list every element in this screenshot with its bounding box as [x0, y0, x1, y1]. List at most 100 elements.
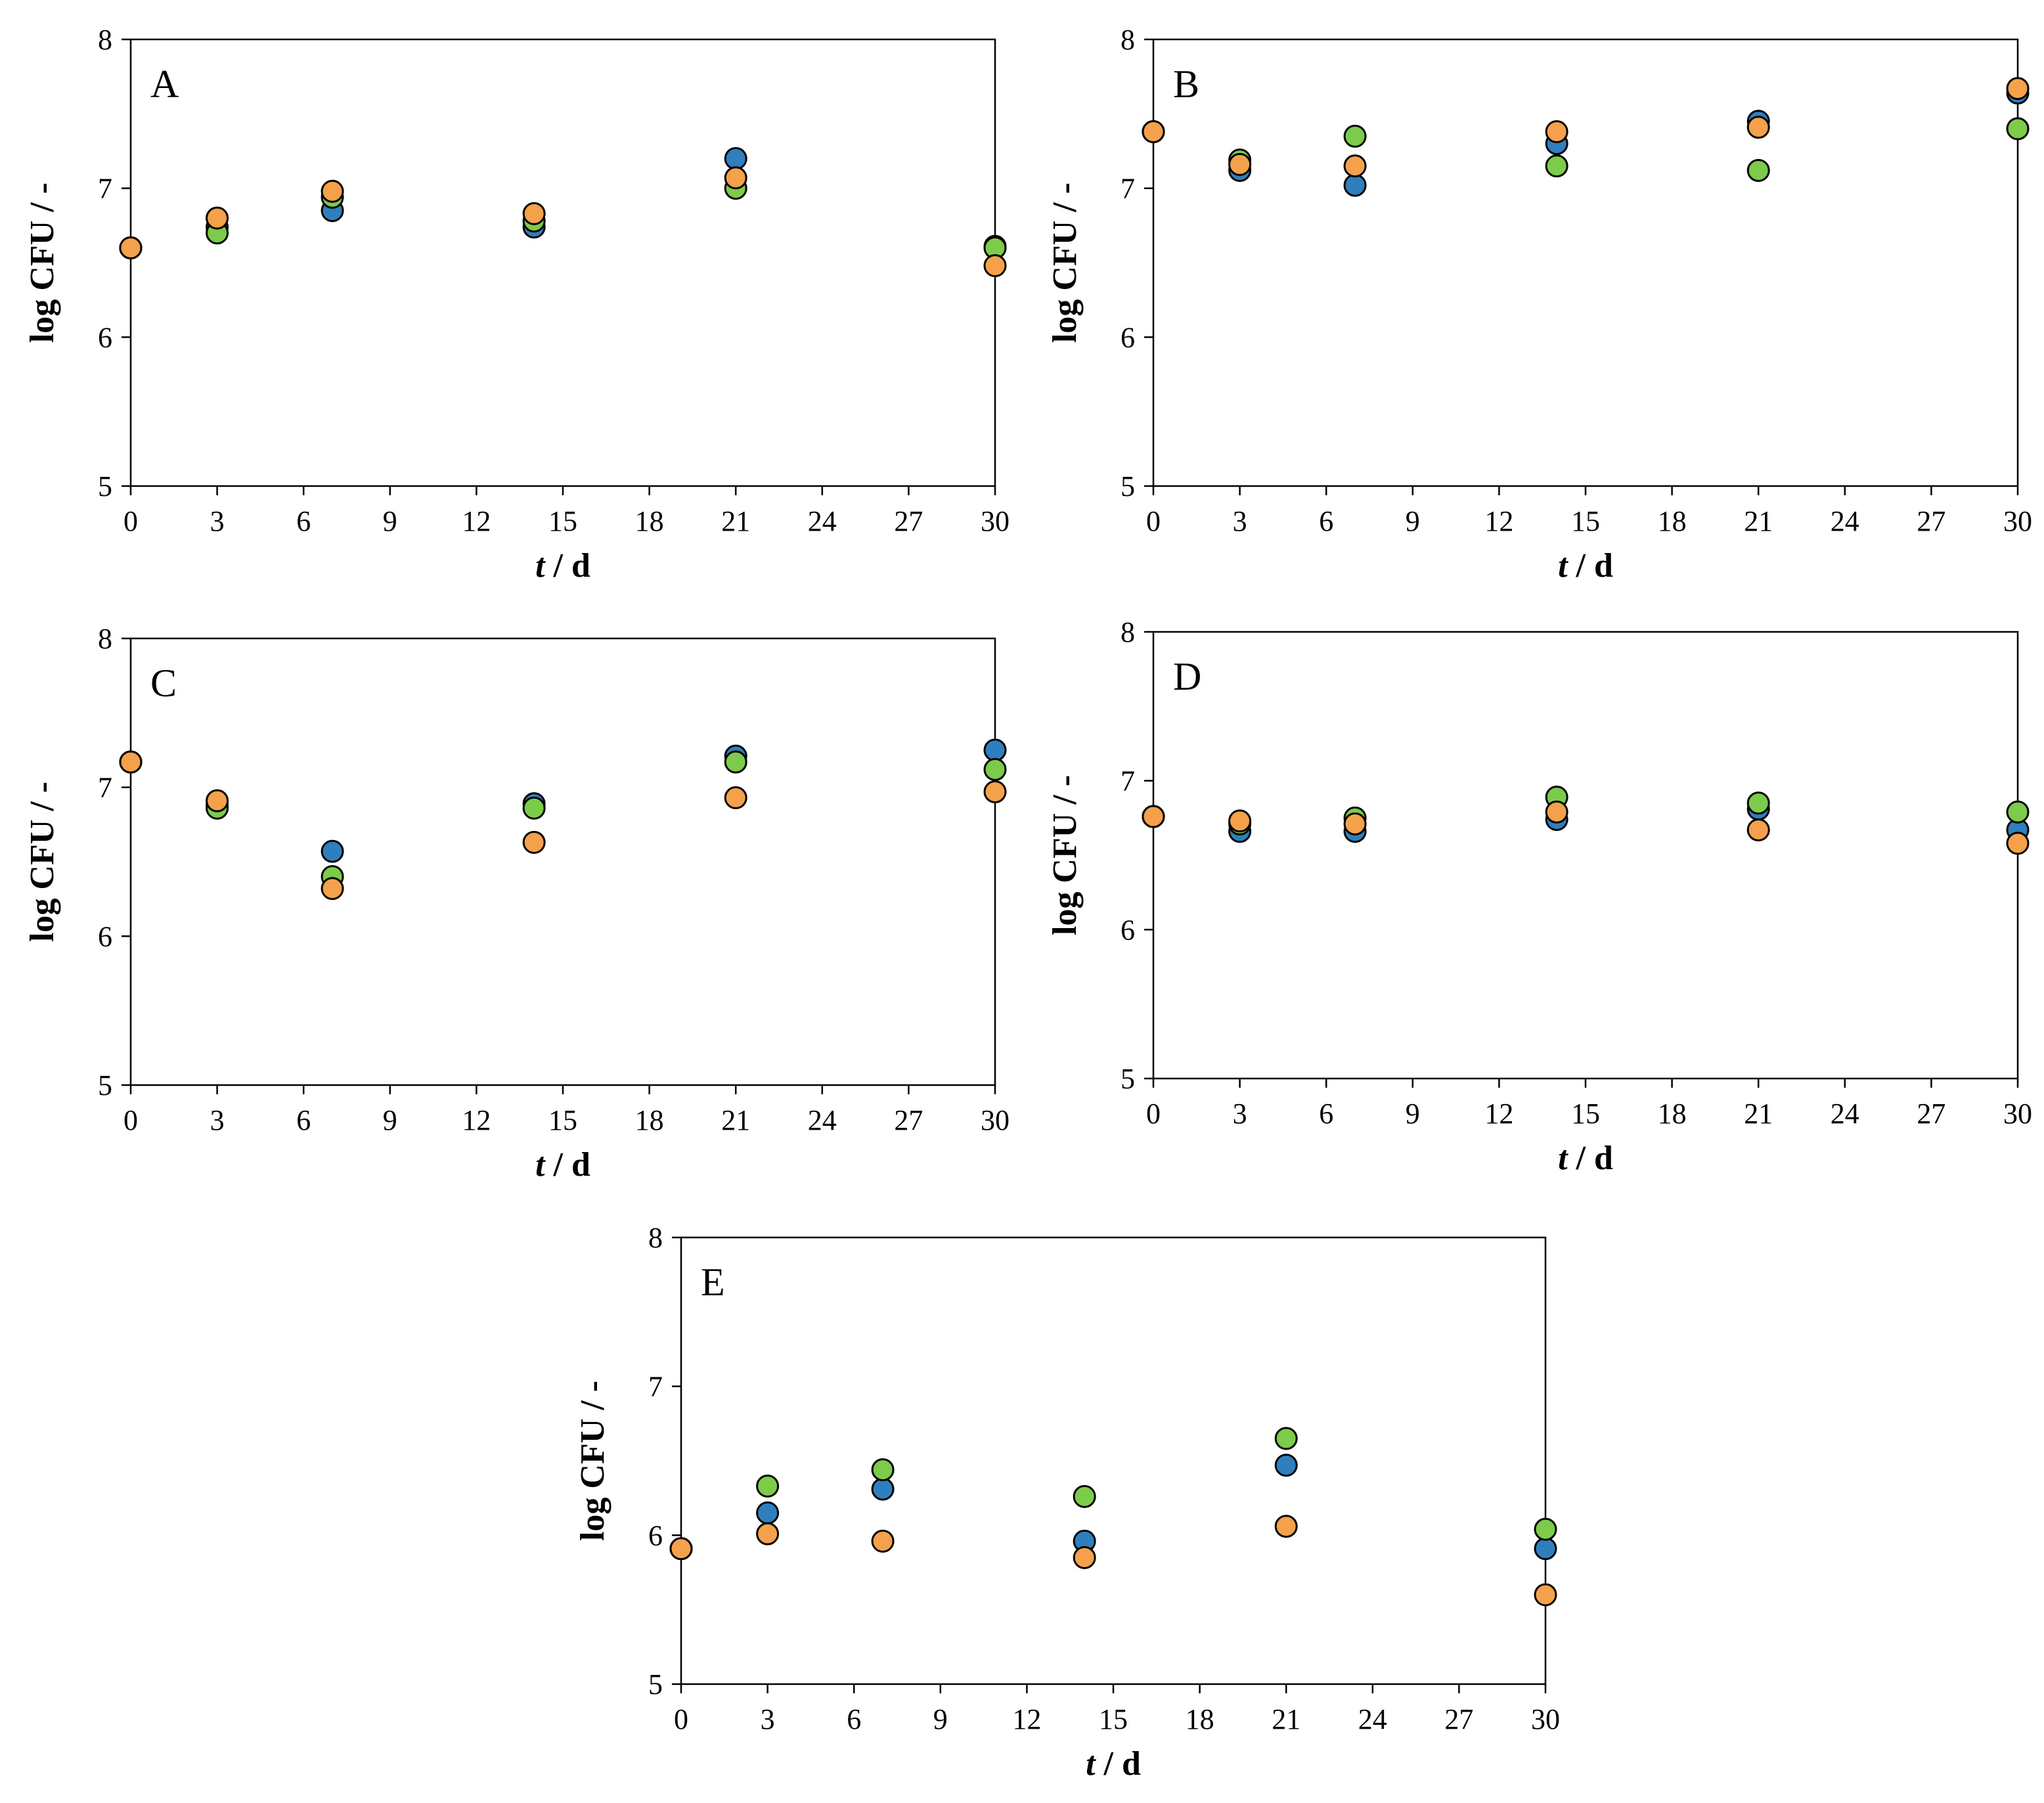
- y-tick-label-d: 8: [1121, 616, 1135, 648]
- x-tick-label-a: 12: [462, 505, 491, 537]
- point-orange-c-day3: [206, 789, 229, 812]
- panel-label-c: C: [150, 661, 177, 705]
- point-blue-e-day30: [1534, 1537, 1557, 1561]
- x-tick-label-b: 15: [1571, 505, 1600, 537]
- x-axis-title-a: t / d: [535, 547, 590, 585]
- x-tick-label-c: 24: [808, 1104, 837, 1136]
- y-axis-title-d: log CFU / -: [1046, 775, 1084, 935]
- x-axis-title-unit: / d: [545, 1146, 590, 1184]
- x-tick-label-a: 15: [548, 505, 577, 537]
- point-orange-e-day21: [1274, 1515, 1298, 1538]
- x-tick-label-c: 12: [462, 1104, 491, 1136]
- point-orange-a-day3: [206, 206, 229, 230]
- plot-frame-c: [129, 637, 996, 1086]
- x-tick-label-b: 24: [1831, 505, 1859, 537]
- point-green-c-day21: [724, 750, 747, 774]
- point-orange-b-day21: [1746, 116, 1770, 139]
- x-axis-title-var: t: [535, 547, 546, 585]
- x-tick-label-b: 9: [1406, 505, 1420, 537]
- x-tick-label-e: 21: [1272, 1703, 1300, 1735]
- x-axis-title-var: t: [1086, 1745, 1096, 1783]
- point-blue-e-day3: [756, 1501, 780, 1525]
- x-tick-label-e: 24: [1358, 1703, 1387, 1735]
- y-tick-label-d: 7: [1121, 765, 1135, 797]
- point-orange-b-day3: [1228, 152, 1252, 176]
- x-tick-label-c: 0: [123, 1104, 138, 1136]
- x-tick-label-d: 15: [1571, 1098, 1600, 1130]
- panel-label-e: E: [701, 1260, 725, 1304]
- point-green-c-day30: [983, 757, 1007, 781]
- x-tick-label-c: 6: [296, 1104, 311, 1136]
- x-tick-label-c: 27: [894, 1104, 923, 1136]
- point-orange-d-day21: [1746, 818, 1770, 841]
- x-axis-title-c: t / d: [535, 1146, 590, 1184]
- x-tick-label-b: 0: [1146, 505, 1161, 537]
- y-tick-label-b: 7: [1121, 173, 1135, 205]
- x-tick-label-a: 3: [210, 505, 225, 537]
- point-orange-b-day30: [2006, 77, 2030, 100]
- x-tick-label-c: 9: [383, 1104, 397, 1136]
- point-orange-d-day0: [1142, 805, 1165, 828]
- y-tick-label-e: 7: [648, 1371, 663, 1403]
- point-orange-c-day14: [522, 831, 546, 855]
- x-tick-label-a: 21: [721, 505, 750, 537]
- point-green-d-day21: [1746, 791, 1770, 815]
- x-axis-title-b: t / d: [1558, 547, 1613, 585]
- x-axis-title-unit: / d: [1568, 1140, 1613, 1177]
- x-tick-label-a: 27: [894, 505, 923, 537]
- panel-e: 0 3 6 9 12 15 18 21 24 27 30 5 6 7 8 t / d log CFU / - E: [574, 1222, 1560, 1783]
- point-green-c-day14: [522, 796, 546, 820]
- x-tick-label-e: 30: [1531, 1703, 1560, 1735]
- point-green-b-day7: [1343, 124, 1367, 148]
- point-orange-c-day0: [119, 750, 143, 774]
- x-tick-label-d: 3: [1233, 1098, 1247, 1130]
- point-blue-b-day7: [1343, 173, 1367, 197]
- point-green-e-day3: [756, 1475, 780, 1498]
- point-blue-c-day7: [321, 839, 344, 863]
- y-tick-label-a: 5: [98, 470, 112, 502]
- x-tick-label-a: 9: [383, 505, 397, 537]
- point-green-e-day21: [1274, 1427, 1298, 1450]
- point-orange-d-day14: [1545, 800, 1568, 824]
- x-tick-label-a: 18: [635, 505, 664, 537]
- x-tick-label-c: 30: [981, 1104, 1010, 1136]
- y-tick-label-e: 8: [648, 1222, 663, 1254]
- x-tick-label-d: 21: [1744, 1098, 1773, 1130]
- y-tick-label-c: 6: [98, 920, 112, 952]
- plot-frame-a: [129, 38, 996, 487]
- point-orange-d-day7: [1343, 812, 1367, 835]
- x-tick-label-d: 6: [1319, 1098, 1333, 1130]
- point-orange-e-day0: [669, 1537, 693, 1561]
- x-tick-label-d: 0: [1146, 1098, 1161, 1130]
- panel-label-d: D: [1173, 655, 1201, 698]
- point-blue-c-day30: [983, 738, 1007, 762]
- x-tick-label-c: 3: [210, 1104, 225, 1136]
- point-orange-a-day30: [983, 254, 1007, 278]
- point-green-b-day14: [1545, 154, 1568, 178]
- y-tick-label-b: 6: [1121, 321, 1135, 353]
- point-orange-e-day3: [756, 1522, 780, 1546]
- x-axis-title-unit: / d: [545, 547, 590, 585]
- point-green-b-day30: [2006, 117, 2030, 141]
- x-tick-label-d: 30: [2003, 1098, 2032, 1130]
- x-tick-label-e: 15: [1099, 1703, 1128, 1735]
- y-tick-label-e: 5: [648, 1668, 663, 1701]
- y-tick-label-d: 5: [1121, 1063, 1135, 1095]
- y-tick-label-d: 6: [1121, 914, 1135, 946]
- point-orange-e-day7: [871, 1529, 895, 1553]
- x-axis-title-var: t: [1558, 1140, 1568, 1177]
- y-tick-label-b: 8: [1121, 24, 1135, 56]
- point-orange-a-day14: [522, 202, 546, 225]
- point-orange-c-day30: [983, 780, 1007, 803]
- panel-b: 0 3 6 9 12 15 18 21 24 27 30 5 6 7 8 t / d log CFU / - B: [1046, 24, 2032, 585]
- y-tick-label-c: 8: [98, 623, 112, 655]
- x-tick-label-c: 15: [548, 1104, 577, 1136]
- x-tick-label-a: 30: [981, 505, 1010, 537]
- x-tick-label-c: 21: [721, 1104, 750, 1136]
- y-tick-label-a: 7: [98, 173, 112, 205]
- point-orange-b-day7: [1343, 154, 1367, 178]
- x-tick-label-e: 3: [761, 1703, 775, 1735]
- point-orange-a-day7: [321, 179, 344, 203]
- y-tick-label-e: 6: [648, 1519, 663, 1551]
- point-orange-b-day14: [1545, 120, 1568, 144]
